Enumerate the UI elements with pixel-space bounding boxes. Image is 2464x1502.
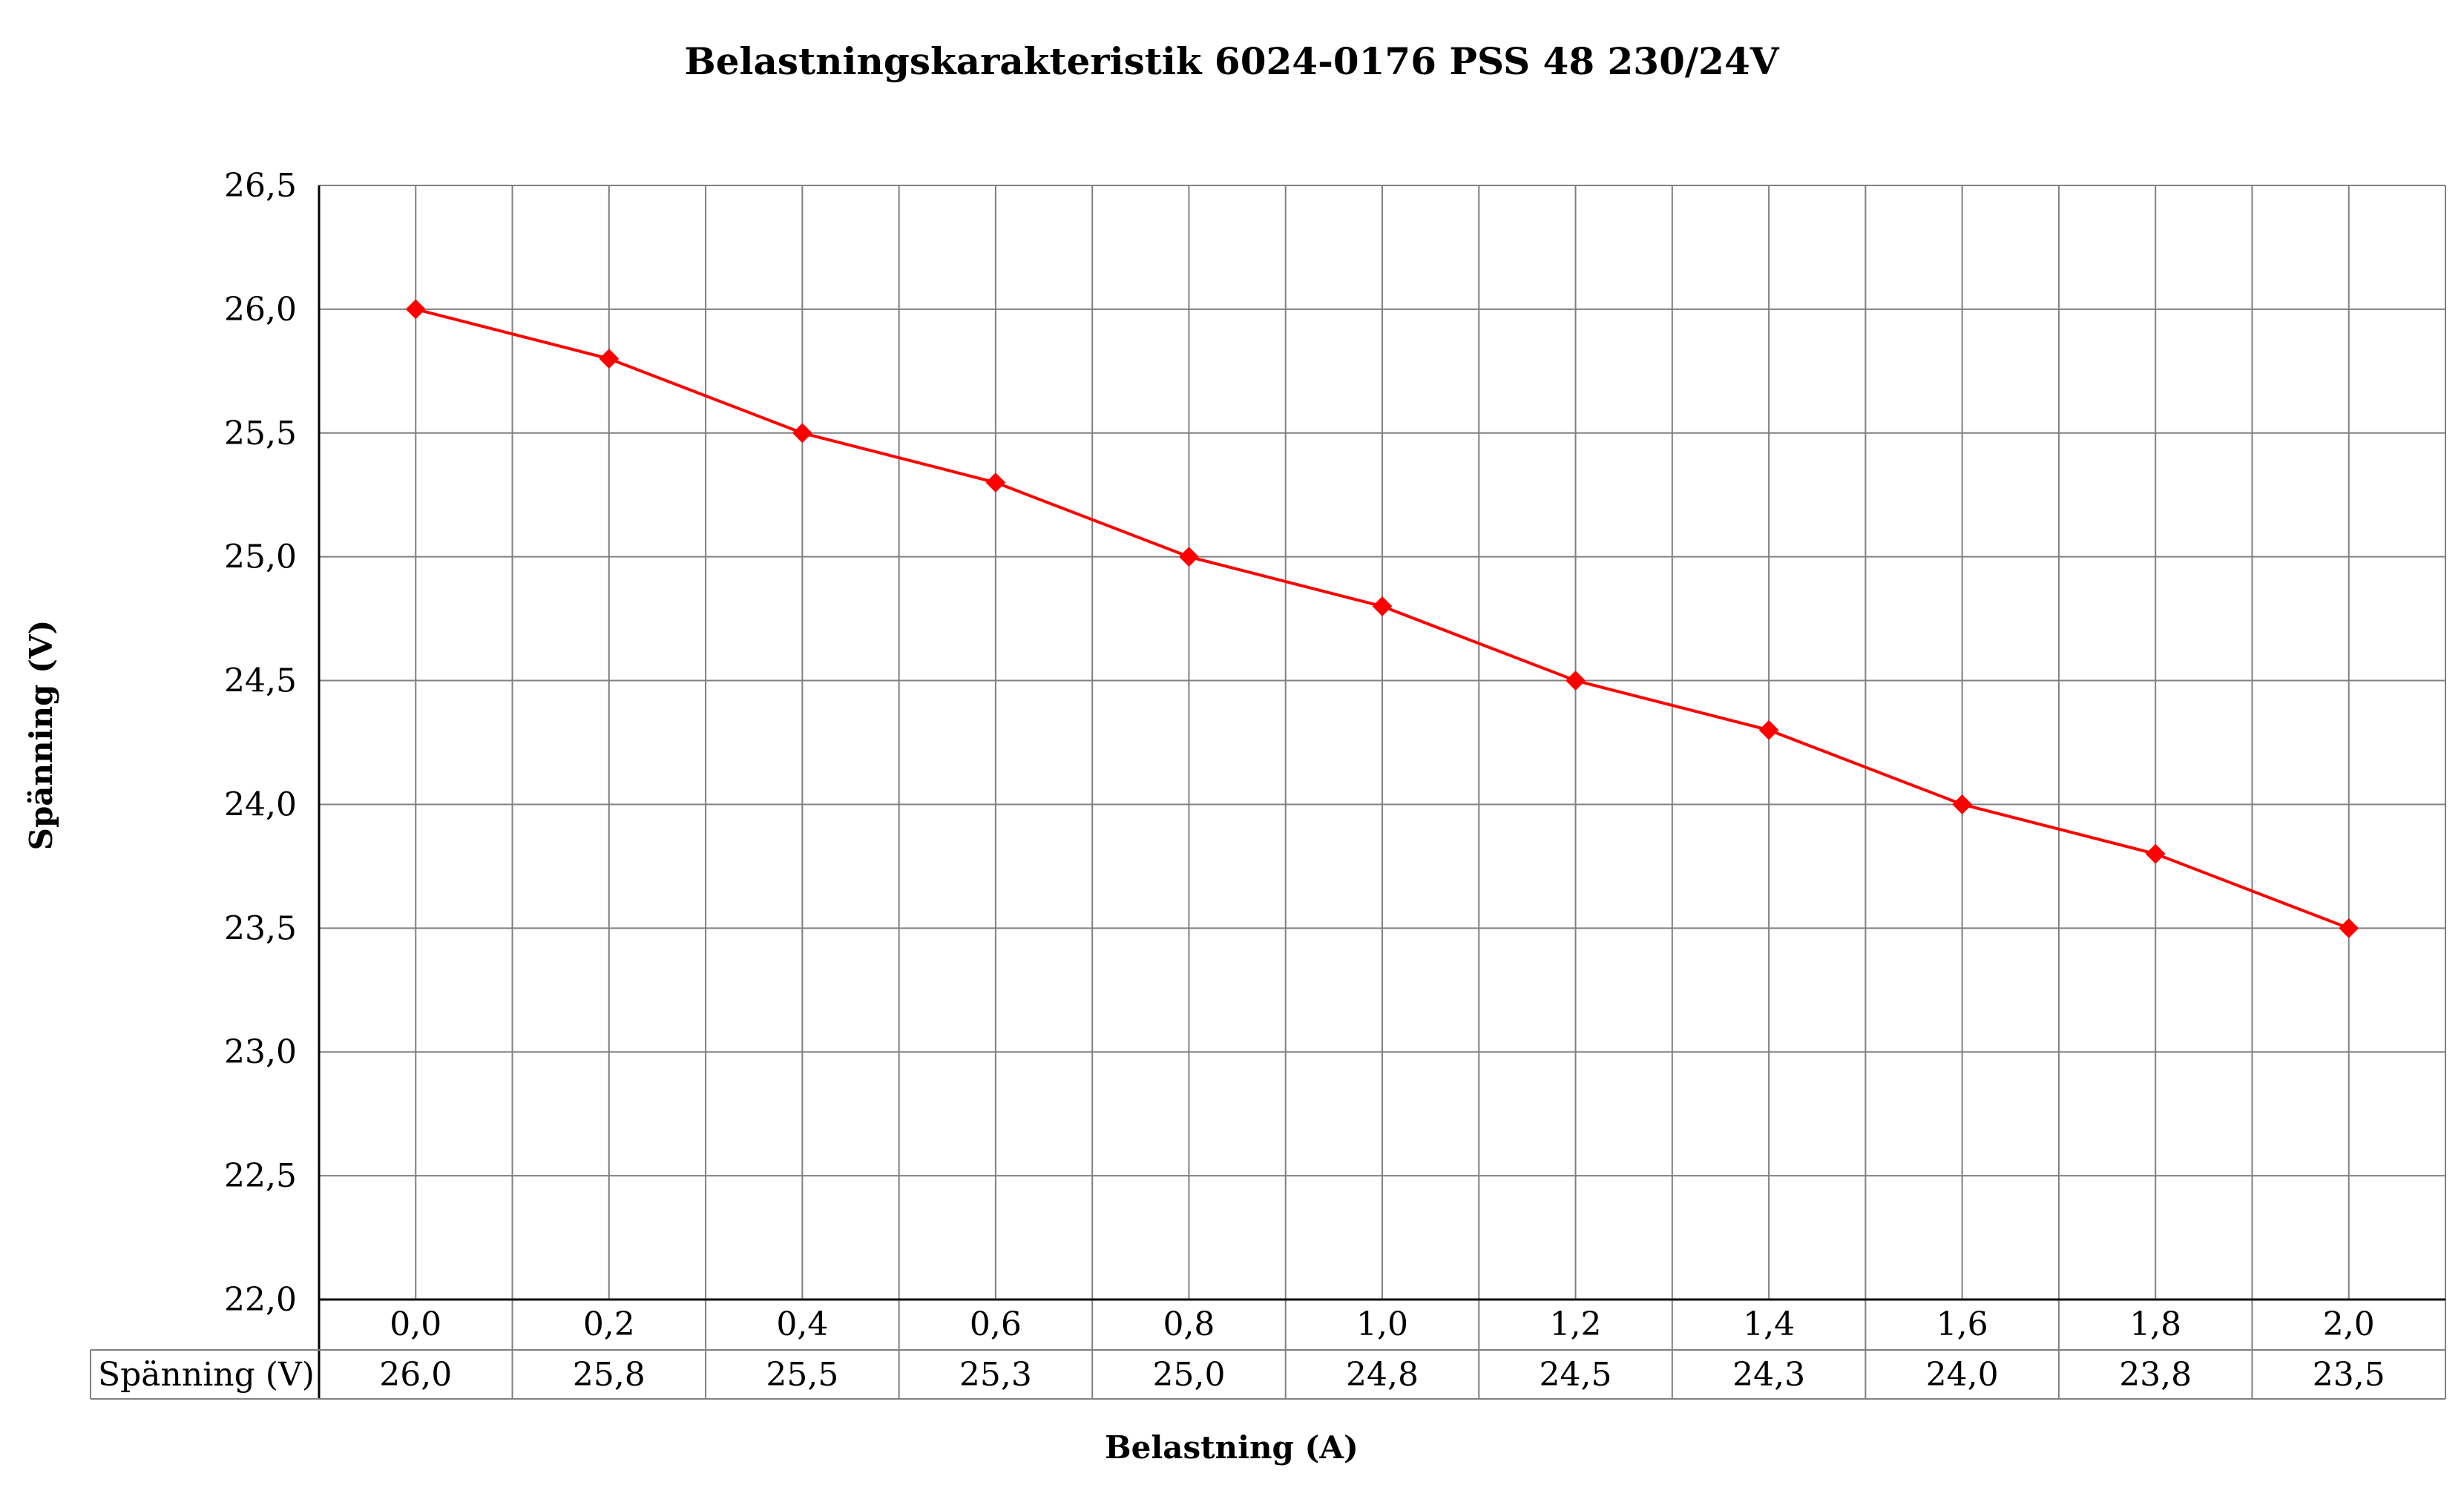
x-tick-label: 0,6 bbox=[970, 1305, 1022, 1343]
y-tick-label: 25,5 bbox=[224, 415, 297, 452]
table-value: 23,5 bbox=[2313, 1356, 2385, 1394]
x-tick-label: 1,8 bbox=[2129, 1305, 2181, 1343]
table-value: 24,0 bbox=[1926, 1356, 1999, 1394]
y-tick-label: 22,0 bbox=[224, 1281, 297, 1319]
data-point-marker bbox=[1566, 671, 1586, 691]
grid bbox=[318, 185, 2446, 1399]
table-value: 23,8 bbox=[2119, 1356, 2192, 1394]
series-layer bbox=[405, 299, 2359, 938]
data-table: Spänning (V) 26,0 25,8 25,5 25,3 25,0 24,8 24,5… bbox=[90, 1349, 2445, 1400]
x-tick-label: 0,8 bbox=[1163, 1305, 1215, 1343]
data-point-marker bbox=[599, 349, 620, 369]
x-tick-label: 1,0 bbox=[1356, 1305, 1408, 1343]
data-point-marker bbox=[2339, 918, 2359, 938]
y-axis-title: Spänning (V) bbox=[23, 620, 59, 851]
data-point-marker bbox=[985, 472, 1006, 493]
table-series-key: Spänning (V) bbox=[98, 1356, 315, 1394]
table-value: 24,5 bbox=[1540, 1356, 1612, 1394]
tick-labels: 22,0 22,5 23,0 23,5 24,0 24,5 25,0 25,5 26,0 26,5… bbox=[224, 167, 2375, 1343]
y-tick-label: 26,0 bbox=[224, 291, 297, 329]
data-point-marker bbox=[1758, 719, 1779, 740]
data-point-marker bbox=[792, 423, 812, 444]
data-point-marker bbox=[405, 299, 426, 320]
y-tick-label: 23,5 bbox=[224, 909, 297, 947]
x-tick-label: 0,4 bbox=[776, 1305, 828, 1343]
y-tick-label: 24,5 bbox=[224, 662, 297, 700]
x-axis-title: Belastning (A) bbox=[1105, 1429, 1359, 1466]
table-value: 25,5 bbox=[766, 1356, 838, 1394]
data-point-marker bbox=[1372, 596, 1393, 616]
x-tick-label: 0,2 bbox=[583, 1305, 635, 1343]
x-tick-label: 0,0 bbox=[390, 1305, 441, 1343]
x-tick-label: 1,4 bbox=[1743, 1305, 1795, 1343]
table-value: 24,3 bbox=[1732, 1356, 1805, 1394]
data-point-marker bbox=[1952, 794, 1973, 814]
table-value: 25,0 bbox=[1152, 1356, 1225, 1394]
table-value: 26,0 bbox=[379, 1356, 452, 1394]
x-tick-label: 1,2 bbox=[1550, 1305, 1602, 1343]
table-value: 25,3 bbox=[959, 1356, 1032, 1394]
table-value: 25,8 bbox=[573, 1356, 645, 1394]
y-tick-label: 26,5 bbox=[224, 167, 297, 205]
y-tick-label: 23,0 bbox=[224, 1033, 297, 1071]
data-point-marker bbox=[2145, 843, 2166, 864]
y-tick-label: 25,0 bbox=[224, 538, 297, 576]
x-tick-label: 2,0 bbox=[2323, 1305, 2375, 1343]
y-tick-label: 24,0 bbox=[224, 785, 297, 823]
table-value: 24,8 bbox=[1346, 1356, 1419, 1394]
chart-title: Belastningskarakteristik 6024-0176 PSS 4… bbox=[684, 39, 1779, 83]
y-tick-label: 22,5 bbox=[224, 1157, 297, 1195]
data-point-marker bbox=[1179, 547, 1199, 567]
x-tick-label: 1,6 bbox=[1936, 1305, 1988, 1343]
